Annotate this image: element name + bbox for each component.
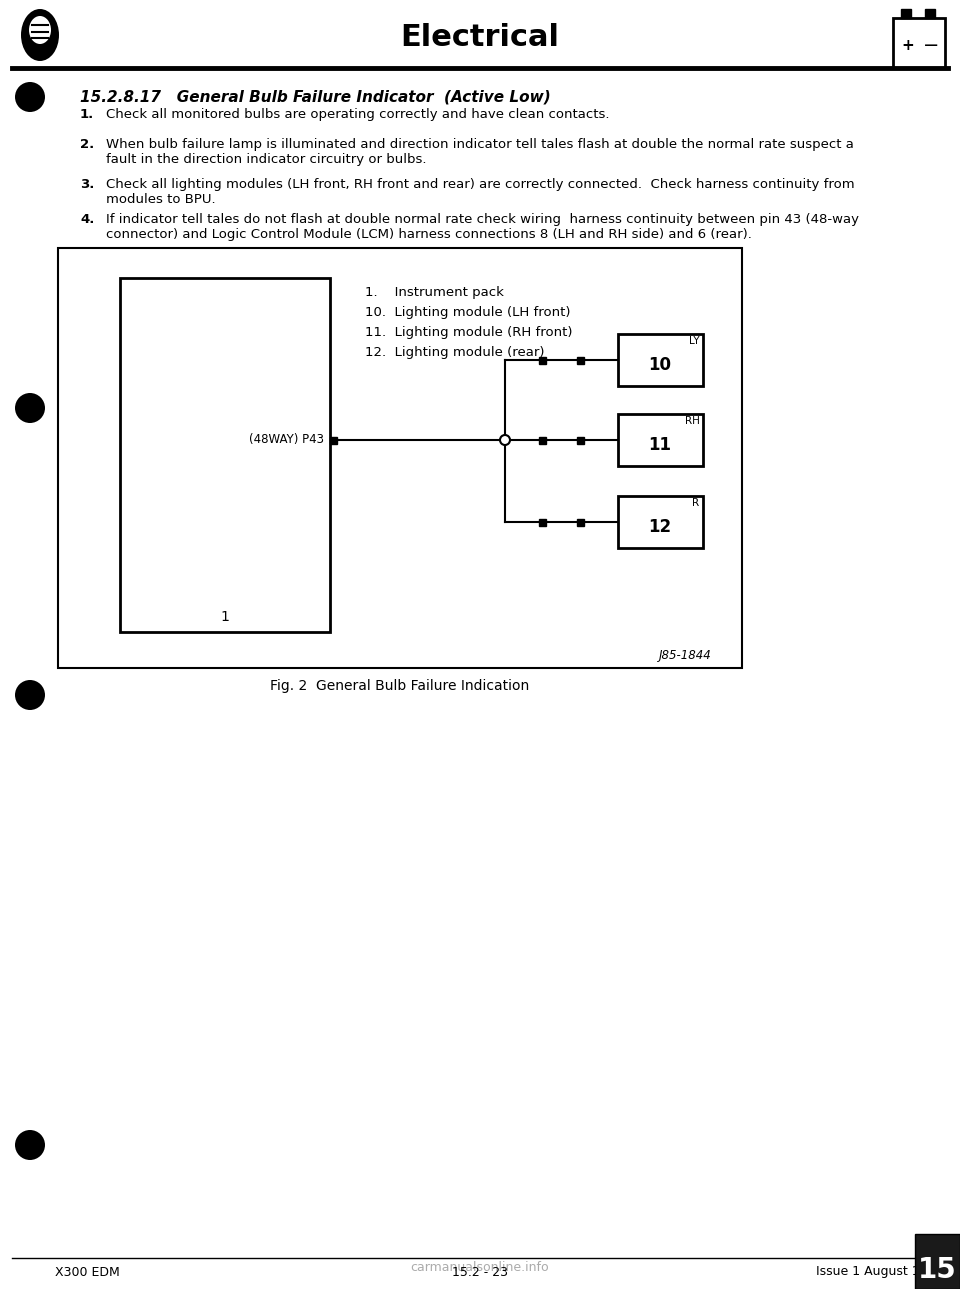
Ellipse shape: [21, 9, 59, 61]
Text: J85-1844: J85-1844: [660, 650, 712, 663]
Bar: [617, 334, 703, 385]
Text: +: +: [901, 37, 914, 53]
Ellipse shape: [29, 15, 51, 44]
Text: 4.: 4.: [80, 213, 94, 226]
Circle shape: [15, 82, 45, 112]
Bar: [330, 437, 337, 443]
Text: 1.: 1.: [80, 108, 94, 121]
Text: 10.  Lighting module (LH front): 10. Lighting module (LH front): [365, 305, 570, 318]
Text: 15.2.8.17   General Bulb Failure Indicator  (Active Low): 15.2.8.17 General Bulb Failure Indicator…: [80, 90, 551, 104]
Circle shape: [15, 393, 45, 423]
Text: R: R: [692, 498, 700, 508]
Bar: [577, 437, 584, 443]
Text: 12.  Lighting module (rear): 12. Lighting module (rear): [365, 345, 544, 360]
Bar: [617, 414, 703, 467]
Text: Electrical: Electrical: [400, 23, 560, 53]
Text: 12: 12: [648, 518, 672, 536]
Circle shape: [500, 434, 510, 445]
Text: LY: LY: [689, 336, 700, 345]
Text: Check all lighting modules (LH front, RH front and rear) are correctly connected: Check all lighting modules (LH front, RH…: [106, 178, 854, 206]
Text: 11: 11: [649, 436, 671, 454]
Text: 2.: 2.: [80, 138, 94, 151]
Text: (48WAY) P43: (48WAY) P43: [249, 433, 324, 446]
Text: When bulb failure lamp is illuminated and direction indicator tell tales flash a: When bulb failure lamp is illuminated an…: [106, 138, 853, 166]
Text: 1.    Instrument pack: 1. Instrument pack: [365, 286, 504, 299]
Text: 15.2 - 23: 15.2 - 23: [452, 1266, 508, 1279]
Bar: [915, 1234, 960, 1289]
Text: If indicator tell tales do not flash at double normal rate check wiring  harness: If indicator tell tales do not flash at …: [106, 213, 859, 241]
Text: carmanualsonline.info: carmanualsonline.info: [411, 1261, 549, 1274]
Text: X300 EDM: X300 EDM: [55, 1266, 120, 1279]
Bar: [539, 518, 545, 526]
Circle shape: [15, 1130, 45, 1160]
Bar: [539, 437, 545, 443]
Text: 1: 1: [221, 610, 229, 624]
Text: 11.  Lighting module (RH front): 11. Lighting module (RH front): [365, 326, 572, 339]
Text: Issue 1 August 1994: Issue 1 August 1994: [816, 1266, 944, 1279]
Bar: [58, 247, 742, 668]
Text: −: −: [923, 36, 939, 54]
Bar: [893, 18, 945, 68]
Bar: [577, 357, 584, 363]
Bar: [901, 9, 911, 18]
Bar: [925, 9, 935, 18]
Text: Fig. 2  General Bulb Failure Indication: Fig. 2 General Bulb Failure Indication: [271, 679, 530, 693]
Bar: [617, 496, 703, 548]
Bar: [577, 518, 584, 526]
Text: RH: RH: [684, 416, 700, 425]
Text: 3.: 3.: [80, 178, 94, 191]
Text: 10: 10: [649, 356, 671, 374]
Text: 15: 15: [918, 1255, 956, 1284]
Circle shape: [15, 681, 45, 710]
Bar: [120, 278, 330, 632]
Bar: [539, 357, 545, 363]
Text: Check all monitored bulbs are operating correctly and have clean contacts.: Check all monitored bulbs are operating …: [106, 108, 610, 121]
